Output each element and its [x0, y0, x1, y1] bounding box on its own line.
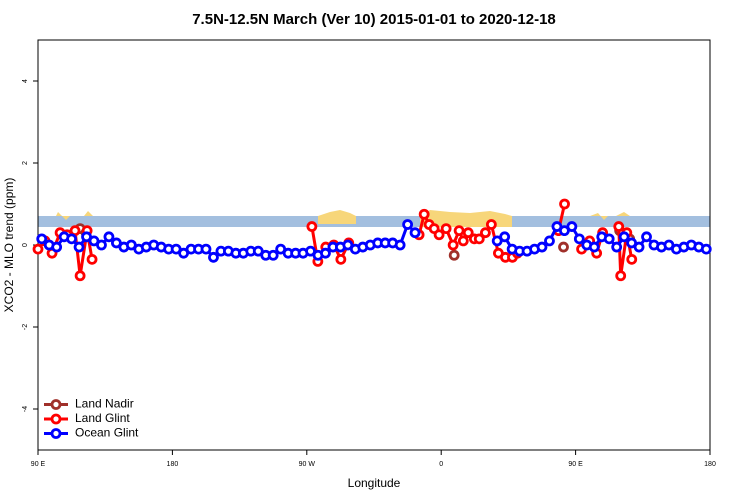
point: [559, 198, 570, 210]
point: [69, 225, 81, 237]
point: [536, 241, 548, 253]
point: [566, 221, 578, 232]
point: [103, 231, 115, 243]
point: [603, 233, 615, 245]
legend-label: Ocean Glint: [75, 426, 139, 440]
point: [433, 229, 445, 241]
point: [615, 270, 627, 282]
point: [558, 241, 569, 253]
land-mask: [38, 210, 710, 227]
point: [700, 243, 712, 255]
point: [402, 219, 414, 230]
point: [409, 227, 421, 239]
y-tick-label: -2: [22, 324, 29, 330]
point: [499, 231, 511, 243]
legend-marker: [50, 399, 62, 410]
x-tick-label: 90 E: [31, 461, 46, 468]
y-tick-label: 0: [22, 243, 29, 247]
chart-title: 7.5N-12.5N March (Ver 10) 2015-01-01 to …: [192, 11, 556, 28]
legend-label: Land Glint: [75, 411, 130, 425]
point: [267, 249, 279, 261]
y-axis-label: XCO2 - MLO trend (ppm): [2, 178, 16, 313]
x-tick-label: 180: [167, 461, 179, 468]
point: [473, 233, 485, 245]
point: [73, 241, 85, 253]
y-tick-label: 2: [22, 161, 29, 165]
x-axis-label: Longitude: [348, 476, 401, 490]
x-tick-label: 0: [439, 461, 443, 468]
point: [86, 253, 98, 265]
y-tick-label: -4: [22, 406, 29, 412]
legend-marker: [50, 428, 62, 439]
point: [613, 221, 625, 232]
point: [74, 270, 86, 282]
point: [611, 241, 623, 253]
point: [200, 243, 212, 255]
x-tick-label: 90 W: [299, 461, 316, 468]
point: [96, 239, 107, 251]
point: [641, 231, 652, 243]
point: [626, 253, 638, 265]
point: [544, 235, 555, 247]
point: [480, 227, 491, 239]
point: [633, 241, 645, 253]
legend-marker: [50, 413, 62, 425]
point: [457, 235, 469, 247]
point: [440, 223, 452, 235]
point: [573, 233, 585, 245]
point: [485, 219, 497, 230]
point: [306, 221, 318, 232]
legend-label: Land Nadir: [75, 397, 134, 411]
point: [462, 227, 474, 239]
point: [32, 243, 44, 255]
point: [618, 231, 630, 243]
point: [51, 241, 63, 253]
point: [36, 233, 48, 245]
point: [320, 247, 331, 259]
point: [448, 249, 460, 261]
point: [66, 233, 77, 245]
mask-band: [38, 216, 710, 227]
x-tick-label: 180: [704, 461, 716, 468]
point: [588, 241, 600, 253]
x-tick-label: 90 E: [568, 461, 583, 468]
point: [394, 239, 406, 251]
point: [447, 239, 459, 251]
point: [453, 225, 465, 237]
point: [335, 253, 347, 265]
y-tick-label: 4: [22, 79, 29, 83]
point: [208, 251, 219, 263]
point: [418, 208, 430, 220]
